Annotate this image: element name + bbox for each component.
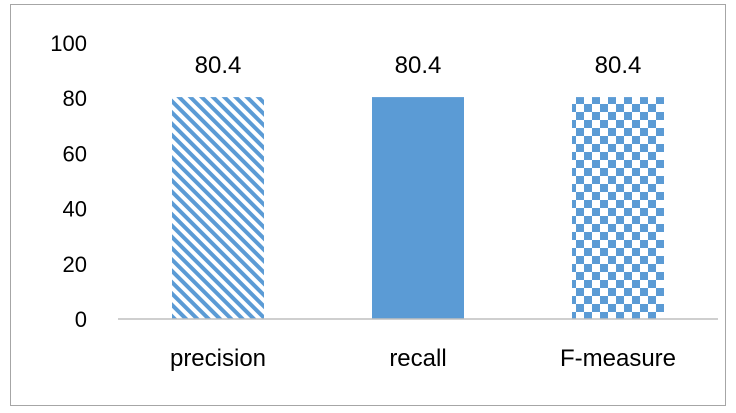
y-tick-label: 80	[63, 86, 87, 111]
data-label: 80.4	[395, 52, 442, 79]
y-tick-label: 20	[63, 252, 87, 277]
y-tick-label: 40	[63, 197, 87, 222]
y-tick-label: 0	[75, 307, 87, 332]
bars	[172, 97, 664, 319]
data-label: 80.4	[595, 52, 642, 79]
category-label: recall	[389, 345, 446, 372]
category-label: F-measure	[560, 345, 676, 372]
y-axis-ticks: 0 20 40 60 80 100	[50, 31, 87, 332]
y-tick-label: 60	[63, 141, 87, 166]
data-labels: 80.4 80.4 80.4	[195, 52, 642, 79]
category-label: precision	[170, 345, 266, 372]
data-label: 80.4	[195, 52, 242, 79]
category-labels: precision recall F-measure	[170, 345, 676, 372]
bar-f-measure	[572, 97, 664, 319]
bar-recall	[372, 97, 464, 319]
bar-precision	[172, 97, 264, 319]
y-tick-label: 100	[50, 31, 87, 56]
